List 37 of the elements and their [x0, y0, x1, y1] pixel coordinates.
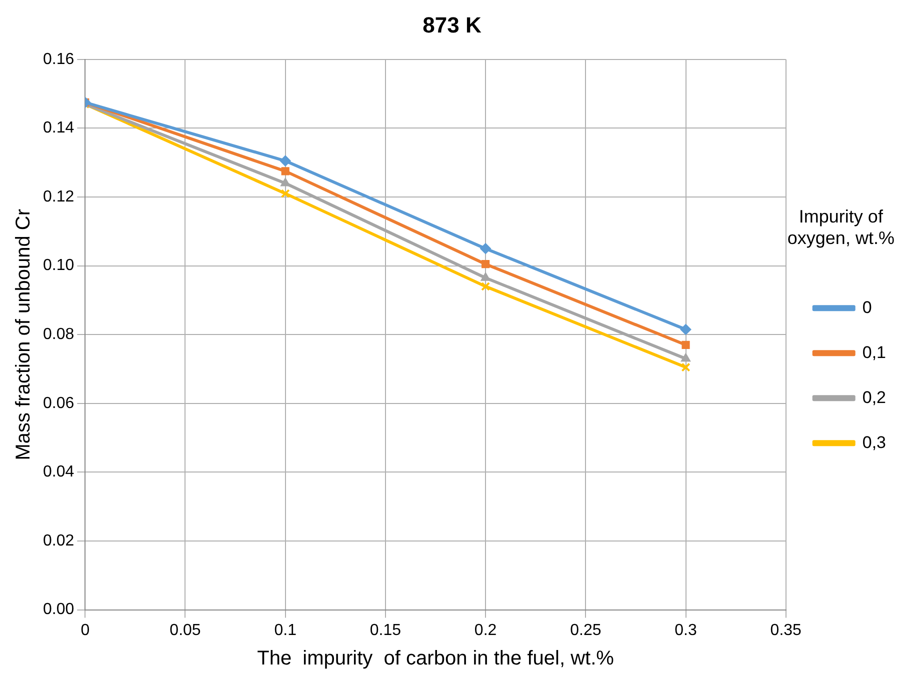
x-tick-label: 0.15 [370, 622, 402, 639]
point [280, 189, 290, 198]
x-tick-label: 0.2 [474, 622, 497, 639]
point [681, 362, 690, 372]
y-tick-label: 0.14 [43, 120, 74, 137]
x-tick-label: 0.3 [674, 622, 697, 639]
point [682, 340, 690, 349]
y-tick-label: 0.00 [43, 601, 74, 618]
point [280, 178, 290, 186]
y-tick-label: 0.06 [43, 394, 74, 412]
y-tick-label: 0.02 [43, 532, 74, 550]
point [480, 243, 492, 254]
x-tick-label: 0.05 [170, 622, 201, 639]
x-tick-label: 0.25 [570, 622, 602, 639]
point [482, 260, 490, 268]
legend-label: 0 [862, 298, 872, 317]
y-tick-label: 0.04 [43, 464, 74, 481]
point [680, 353, 691, 362]
point [281, 167, 290, 176]
y-tick-label: 0.12 [43, 188, 74, 206]
x-tick-label: 0.1 [274, 622, 297, 639]
point [280, 155, 291, 166]
legend-label: 0,3 [862, 432, 886, 452]
legend-title: Impurity of oxygen, wt.% [787, 206, 894, 248]
y-tick-label: 0.16 [43, 50, 74, 68]
x-tick-label: 0 [80, 622, 90, 639]
y-tick-label: 0.10 [43, 257, 74, 274]
point [480, 272, 490, 281]
point [680, 324, 692, 335]
chart-title: 873 K [422, 12, 482, 38]
x-axis-title: The impurity of carbon in the fuel, wt.% [257, 648, 614, 670]
point [481, 282, 490, 291]
y-axis-title: Mass fraction of unbound Cr [12, 208, 35, 460]
legend-label: 0,2 [862, 388, 886, 407]
x-tick-label: 0.35 [770, 622, 802, 639]
y-tick-label: 0.08 [43, 326, 74, 344]
legend-label: 0,1 [862, 342, 886, 362]
